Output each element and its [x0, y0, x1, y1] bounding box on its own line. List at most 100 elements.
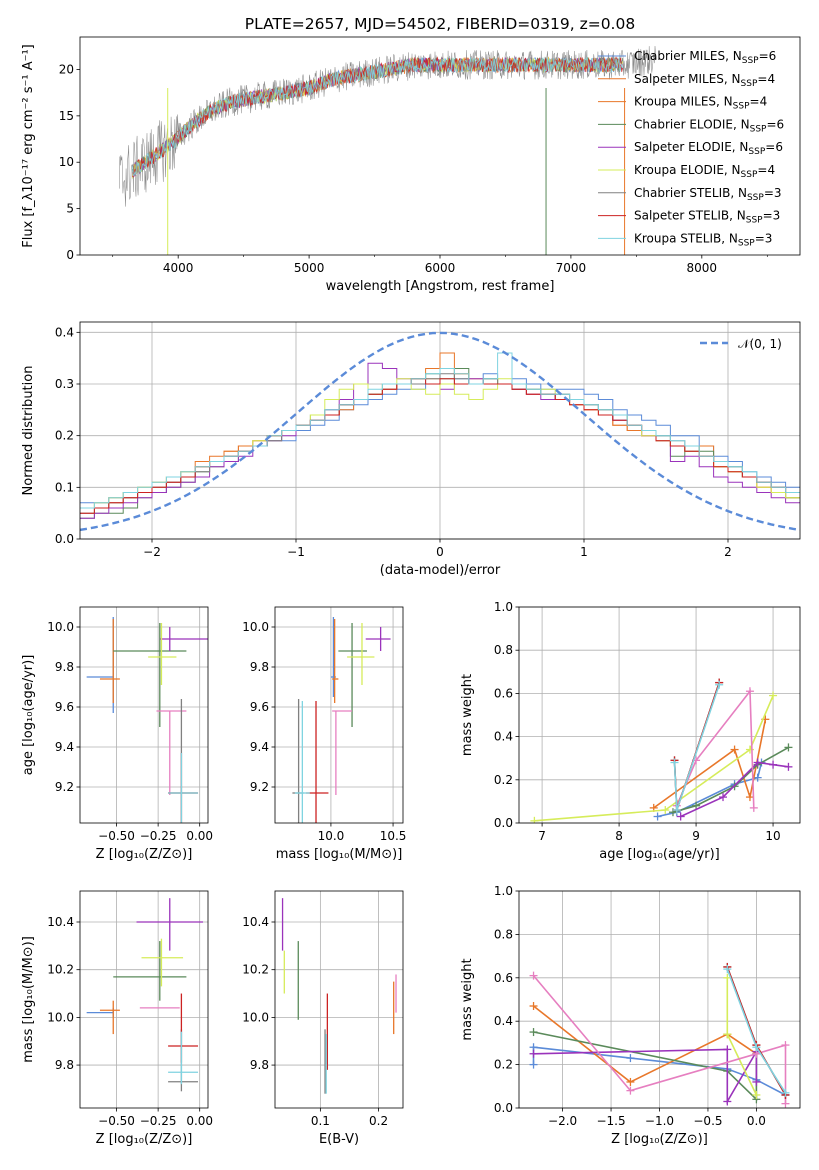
y-tick-label: 9.6	[250, 700, 269, 714]
weight-marker	[745, 793, 754, 802]
y-tick-label: 0.8	[494, 927, 513, 941]
x-tick-label: 10	[765, 829, 780, 843]
weight-marker	[781, 1088, 790, 1097]
x-tick-label: 10.5	[380, 829, 407, 843]
y-tick-label: 9.8	[55, 660, 74, 674]
x-tick-label: 9	[692, 829, 700, 843]
legend: 𝒩(0, 1)	[700, 337, 782, 351]
y-tick-label: 0.0	[494, 816, 513, 830]
y-tick-label: 10.2	[242, 963, 269, 977]
y-tick-label: 10.4	[47, 915, 74, 929]
legend-entry: Chabrier STELIB, NSSP=3	[634, 186, 782, 203]
ticks: 7 8 9 10 0.0 0.2 0.4 0.6 0.8 1.0	[494, 600, 781, 843]
weight-series	[653, 719, 767, 809]
weight-marker	[626, 1077, 635, 1086]
weight-marker	[719, 793, 728, 802]
legend-tail: =4	[757, 163, 775, 177]
y-tick-label: 0.6	[494, 971, 513, 985]
legend-sub: SSP	[741, 79, 758, 89]
legend-entry: Salpeter STELIB, NSSP=3	[634, 209, 780, 226]
figure-title: PLATE=2657, MJD=54502, FIBERID=0319, z=0…	[245, 15, 635, 33]
y-tick-label: 0.1	[55, 480, 74, 494]
errorbar	[332, 710, 353, 795]
legend-sub: SSP	[750, 124, 767, 134]
panel-age-vs-mass: 10.0 10.5 9.2 9.4 9.6 9.8 10.0 mass [log₁₀(M/M⊙…	[242, 606, 406, 862]
weight-marker	[752, 1090, 761, 1099]
normal-curve	[80, 331, 800, 532]
grid	[275, 607, 403, 823]
y-axis-label: mass [log₁₀(M/M⊙)]	[21, 936, 36, 1063]
x-tick-label: −0.50	[98, 829, 135, 843]
errorbar	[113, 623, 187, 727]
x-tick-label: 0	[436, 545, 444, 559]
x-tick-label: −2	[143, 545, 161, 559]
weight-series	[534, 695, 774, 822]
grid	[80, 607, 208, 823]
weight-marker	[529, 1060, 538, 1069]
ticks: 10.0 10.5 9.2 9.4 9.6 9.8 10.0	[242, 620, 406, 843]
errorbar	[168, 1029, 199, 1092]
legend-entry: Kroupa STELIB, NSSP=3	[634, 231, 772, 248]
legend-tail: =4	[750, 95, 768, 109]
y-tick-label: 9.2	[55, 780, 74, 794]
axes-frame	[274, 890, 404, 1109]
x-tick-label: 2	[724, 545, 732, 559]
y-tick-label: 10.2	[47, 963, 74, 977]
x-axis-label: E(B-V)	[319, 1132, 359, 1147]
ticks: −0.50 −0.25 0.00 9.2 9.4 9.6 9.8 10.0	[47, 620, 213, 843]
errorbar	[168, 753, 199, 823]
y-tick-label: 0.2	[494, 1058, 513, 1072]
y-tick-label: 9.4	[55, 740, 74, 754]
x-axis-label: Z [log₁₀(Z/Z⊙)]	[96, 847, 193, 862]
y-tick-label: 10.0	[242, 1010, 269, 1024]
legend-tail: =3	[755, 231, 773, 245]
errorbar	[159, 627, 208, 651]
weight-marker	[752, 1043, 761, 1052]
weight-series	[673, 682, 720, 811]
legend-sub: SSP	[747, 193, 764, 203]
legend-entry: Salpeter ELODIE, NSSP=6	[634, 140, 783, 157]
legend-sub: SSP	[746, 216, 763, 226]
panel-mass-vs-EBV: 0.1 0.2 9.8 10.0 10.2 10.4 E(B-V)	[242, 890, 404, 1147]
y-tick-label: 0.8	[494, 643, 513, 657]
weight-marker	[715, 680, 724, 689]
weight-marker	[752, 1077, 761, 1086]
errorbar	[141, 938, 184, 987]
weight-marker	[723, 1045, 732, 1054]
errorbar	[168, 753, 199, 823]
plot-area	[281, 898, 397, 1094]
weight-marker	[781, 1041, 790, 1050]
x-tick-label: 5000	[294, 261, 325, 275]
axes-frame	[518, 606, 801, 824]
y-tick-label: 0.2	[494, 773, 513, 787]
weight-marker	[529, 1028, 538, 1037]
x-tick-label: 6000	[425, 261, 456, 275]
x-tick-label: 7000	[556, 261, 587, 275]
axes-frame	[518, 890, 801, 1109]
legend-text: Chabrier STELIB, N	[634, 186, 747, 200]
legend-entry: Kroupa MILES, NSSP=4	[634, 95, 767, 112]
y-tick-label: 0	[66, 248, 74, 262]
y-axis-label: Normed distribution	[21, 366, 36, 496]
axes-frame	[79, 890, 209, 1109]
weight-marker	[529, 1049, 538, 1058]
panel-weight-vs-age: 7 8 9 10 0.0 0.2 0.4 0.6 0.8 1.0 age [log₁₀(age/yr…	[460, 600, 801, 862]
ticks: −0.50 −0.25 0.00 9.8 10.0 10.2 10.4	[47, 915, 213, 1128]
axes-frame	[79, 36, 801, 256]
weight-marker	[672, 806, 681, 815]
y-tick-label: 9.6	[55, 700, 74, 714]
legend-entry: 𝒩(0, 1)	[738, 337, 782, 351]
weight-marker	[769, 691, 778, 700]
errorbar	[332, 619, 339, 703]
legend-text: Salpeter MILES, N	[634, 72, 741, 86]
plot-area	[529, 962, 790, 1108]
plot-area	[80, 331, 800, 532]
y-axis-label: mass weight	[460, 958, 475, 1040]
plot-area	[86, 898, 204, 1092]
x-tick-label: −0.25	[140, 1114, 177, 1128]
weight-marker	[653, 812, 662, 821]
weight-series	[676, 688, 755, 808]
weight-marker	[530, 816, 539, 823]
y-tick-label: 0.4	[55, 325, 74, 339]
